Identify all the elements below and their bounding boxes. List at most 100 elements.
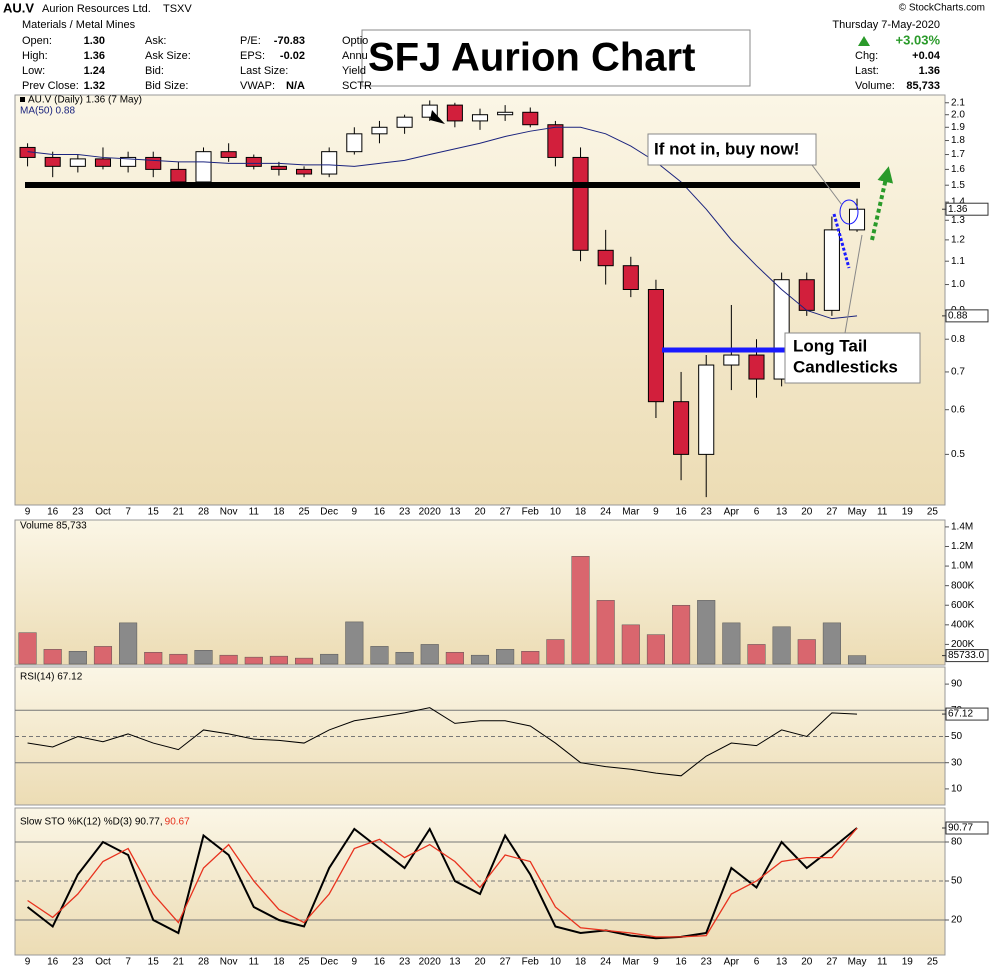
highlight-ellipse	[839, 199, 859, 225]
x-tick-label: Dec	[320, 507, 338, 518]
candle-body	[396, 116, 413, 128]
bar	[93, 646, 113, 665]
candle-body	[848, 208, 866, 231]
y-tick-label: 800K	[951, 580, 975, 591]
x-tick-label: 13	[776, 507, 788, 518]
y-tick-label: 50	[951, 731, 963, 742]
x-tick-label: 18	[273, 507, 285, 518]
y-tick-label: 2.0	[951, 109, 965, 120]
candle-body	[446, 104, 463, 122]
field-label: Last Size:	[240, 65, 288, 77]
bar	[646, 634, 665, 665]
y-tick-label: 2.1	[951, 97, 965, 108]
candle-body	[120, 156, 137, 167]
x-tick-label: May	[848, 507, 867, 518]
field-label: Volume:	[855, 80, 895, 92]
bar	[747, 644, 766, 665]
callout: Candlesticks	[793, 357, 898, 376]
callout: If not in, buy now!	[654, 139, 799, 158]
y-tick-label: 400K	[951, 619, 975, 630]
x-tick-label: Oct	[95, 507, 111, 518]
candle-body	[622, 265, 639, 290]
title-box	[361, 29, 751, 87]
y-tick-label: 1.7	[951, 149, 965, 160]
y-tick-label: 90	[951, 679, 963, 690]
y-tick-label: 1.9	[951, 122, 965, 133]
up-triangle	[858, 36, 870, 46]
field-label: Chg:	[855, 50, 878, 62]
field-label: Low:	[22, 65, 45, 77]
y-tick-label: 1.4M	[951, 522, 973, 533]
bar	[496, 649, 515, 665]
sector: Materials / Metal Mines	[22, 19, 136, 31]
x-tick-label: 23	[399, 957, 411, 968]
candle-body	[572, 156, 589, 251]
x-tick-label: 18	[273, 957, 285, 968]
x-tick-label: Feb	[522, 957, 540, 968]
x-tick-label: 27	[500, 957, 512, 968]
flag-line	[832, 213, 851, 269]
bar	[194, 650, 213, 665]
last-value-label: 0.88	[948, 311, 968, 322]
bar	[470, 654, 490, 665]
bar	[697, 600, 716, 665]
legend-swatch	[20, 97, 25, 102]
x-tick-label: 10	[550, 957, 562, 968]
x-tick-label: 9	[653, 957, 659, 968]
bar	[571, 556, 590, 665]
field-value: 85,733	[906, 80, 940, 92]
candle-body	[522, 111, 539, 126]
x-tick-label: 27	[826, 957, 838, 968]
date: Thursday 7-May-2020	[832, 19, 940, 31]
bar	[420, 644, 439, 665]
up-arrow	[870, 166, 894, 241]
bar	[445, 651, 464, 665]
y-tick-label: 1.8	[951, 135, 965, 146]
field-value: 1.36	[919, 65, 940, 77]
x-tick-label: 2020	[419, 507, 442, 518]
bar	[546, 639, 565, 665]
candle-body	[94, 158, 112, 167]
x-tick-label: 18	[575, 957, 587, 968]
x-tick-label: 28	[198, 957, 210, 968]
candle-body	[547, 124, 564, 158]
field-value: -70.83	[274, 35, 305, 47]
field-label: Annu	[342, 50, 368, 62]
x-tick-label: 28	[198, 507, 210, 518]
title: SFJ Aurion Chart	[368, 36, 695, 80]
bar	[621, 624, 640, 665]
x-tick-label: Mar	[622, 507, 640, 518]
candle-body	[723, 354, 740, 366]
y-tick-label: 10	[951, 784, 963, 795]
x-tick-label: 10	[550, 507, 562, 518]
bar	[345, 621, 364, 665]
pointer	[811, 164, 843, 206]
field-label: Yield	[342, 65, 366, 77]
x-tick-label: 13	[449, 507, 461, 518]
candle-body	[823, 229, 840, 311]
last-value-label: 67.12	[948, 709, 973, 720]
x-tick-label: 23	[72, 957, 84, 968]
x-tick-label: 19	[902, 507, 914, 518]
bar	[219, 654, 238, 665]
x-tick-label: Mar	[622, 957, 640, 968]
x-tick-label: 20	[474, 957, 486, 968]
x-tick-label: 27	[826, 507, 838, 518]
bar	[68, 651, 87, 665]
line	[27, 126, 858, 320]
exchange: TSXV	[163, 3, 192, 15]
candle-body	[597, 249, 614, 267]
y-tick-label: 1.3	[951, 215, 965, 226]
x-tick-label: 25	[298, 507, 310, 518]
field-label: P/E:	[240, 35, 261, 47]
panel-title: 90.67	[165, 817, 190, 828]
field-label: EPS:	[240, 50, 265, 62]
x-tick-label: 23	[399, 507, 411, 518]
x-tick-label: 27	[500, 507, 512, 518]
bar	[169, 653, 188, 665]
bar	[797, 639, 816, 665]
bar	[18, 632, 37, 665]
candle-body	[346, 133, 363, 153]
candle-body	[296, 168, 313, 175]
x-tick-label: 16	[47, 957, 59, 968]
